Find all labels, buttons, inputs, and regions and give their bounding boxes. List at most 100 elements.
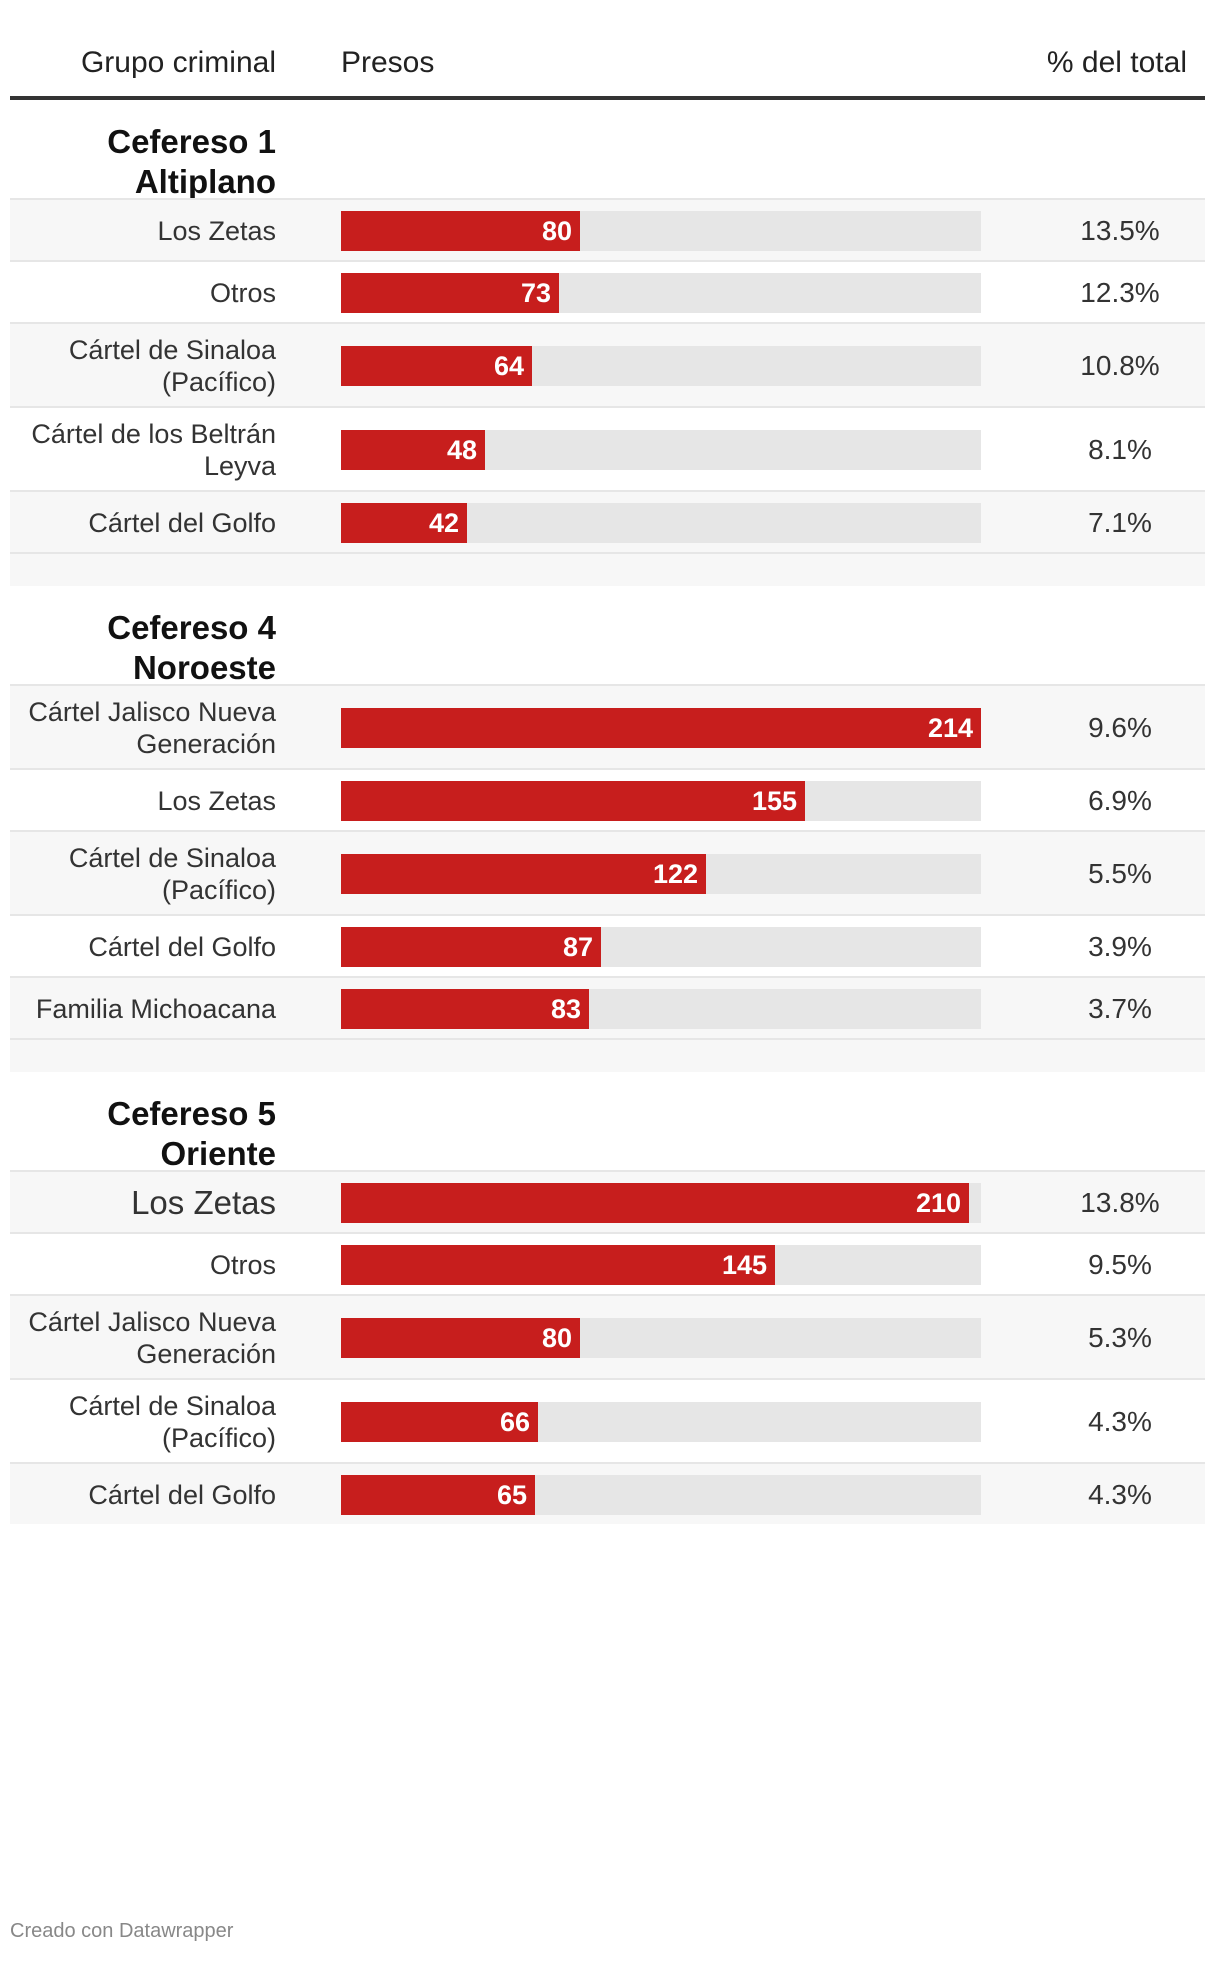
text-line: Generación [136, 729, 276, 759]
bar-value-label: 214 [927, 713, 973, 743]
table-row: Los Zetas 80 13.5% [10, 198, 1205, 260]
text-line: Cártel Jalisco Nueva [28, 697, 276, 727]
bar: 87 [341, 927, 601, 967]
text-line: Otros [209, 278, 276, 308]
text-line: Oriente [160, 1135, 276, 1172]
bar: 64 [341, 346, 532, 386]
table-row: Cártel del Golfo 87 3.9% [10, 914, 1205, 976]
group-label: Cártel del Golfo [6, 931, 276, 963]
bar-track: 42 [341, 503, 981, 543]
column-header-group[interactable]: Grupo criminal [80, 46, 276, 79]
section-title: Cefereso 1 Altiplano [0, 122, 276, 202]
group-label: Familia Michoacana [6, 993, 276, 1025]
text-line: Leyva [203, 451, 276, 481]
text-line: Cártel del Golfo [88, 508, 276, 538]
bar: 66 [341, 1402, 538, 1442]
text-line: Cártel de Sinaloa [68, 1391, 276, 1421]
table-row: Otros 73 12.3% [10, 260, 1205, 322]
bar-track: 155 [341, 781, 981, 821]
percent-value: 9.6% [1088, 712, 1152, 743]
percent-value: 9.5% [1088, 1249, 1152, 1280]
bar-value-label: 155 [751, 786, 797, 816]
section-header: Cefereso 5 Oriente [10, 1072, 1205, 1172]
table-row: Los Zetas 155 6.9% [10, 768, 1205, 830]
percent-value: 5.3% [1088, 1322, 1152, 1353]
table-row: Cártel de Sinaloa (Pacífico) 64 10.8% [10, 322, 1205, 406]
percent-value: 6.9% [1088, 785, 1152, 816]
text-line: Cefereso 1 [107, 123, 276, 160]
percent-value: 7.1% [1088, 507, 1152, 538]
bar-track: 122 [341, 854, 981, 894]
bar: 48 [341, 430, 485, 470]
group-label: Los Zetas [6, 785, 276, 817]
section-spacer [10, 1038, 1205, 1072]
bar-track: 83 [341, 989, 981, 1029]
group-label: Los Zetas [6, 1183, 276, 1223]
bar-value-label: 66 [499, 1407, 530, 1437]
bar: 83 [341, 989, 589, 1029]
column-header-count[interactable]: Presos [341, 46, 435, 79]
group-label: Otros [6, 277, 276, 309]
text-line: Otros [209, 1250, 276, 1280]
percent-value: 13.8% [1080, 1187, 1160, 1218]
bar-value-label: 65 [496, 1480, 527, 1510]
bar-track: 66 [341, 1402, 981, 1442]
text-line: Familia Michoacana [35, 994, 276, 1024]
group-label: Cártel de Sinaloa (Pacífico) [6, 334, 276, 398]
text-line: (Pacífico) [161, 875, 276, 905]
text-line: (Pacífico) [161, 367, 276, 397]
table-row: Otros 145 9.5% [10, 1232, 1205, 1294]
text-line: Cártel de Sinaloa [68, 335, 276, 365]
bar-track: 214 [341, 708, 981, 748]
bar: 73 [341, 273, 559, 313]
text-line: Los Zetas [157, 216, 276, 246]
percent-value: 5.5% [1088, 858, 1152, 889]
bar-track: 210 [341, 1183, 981, 1223]
bar: 122 [341, 854, 706, 894]
bar: 80 [341, 1318, 580, 1358]
text-line: Cártel del Golfo [88, 1480, 276, 1510]
percent-value: 4.3% [1088, 1406, 1152, 1437]
bar-value-label: 80 [541, 216, 572, 246]
bar-track: 87 [341, 927, 981, 967]
group-label: Otros [6, 1249, 276, 1281]
section-title: Cefereso 5 Oriente [0, 1094, 276, 1174]
group-label: Los Zetas [6, 215, 276, 247]
table-row: Cártel de Sinaloa (Pacífico) 66 4.3% [10, 1378, 1205, 1462]
text-line: Cefereso 4 [107, 609, 276, 646]
bar: 210 [341, 1183, 969, 1223]
group-label: Cártel de los Beltrán Leyva [6, 418, 276, 482]
percent-value: 3.9% [1088, 931, 1152, 962]
table-row: Familia Michoacana 83 3.7% [10, 976, 1205, 1038]
bar: 80 [341, 211, 580, 251]
percent-value: 12.3% [1080, 277, 1160, 308]
text-line: Los Zetas [157, 786, 276, 816]
bar-value-label: 122 [652, 859, 698, 889]
section-header: Cefereso 1 Altiplano [10, 100, 1205, 200]
table-row: Cártel del Golfo 65 4.3% [10, 1462, 1205, 1524]
bar-track: 145 [341, 1245, 981, 1285]
section-spacer [10, 552, 1205, 586]
text-line: Cártel de los Beltrán [31, 419, 276, 449]
section-title: Cefereso 4 Noroeste [0, 608, 276, 688]
bar: 65 [341, 1475, 535, 1515]
table-row: Los Zetas 210 13.8% [10, 1170, 1205, 1232]
group-label: Cártel de Sinaloa (Pacífico) [6, 1390, 276, 1454]
text-line: Generación [136, 1339, 276, 1369]
text-line: Cártel del Golfo [88, 932, 276, 962]
column-header-percent[interactable]: % del total [1046, 46, 1187, 79]
table-row: Cártel de los Beltrán Leyva 48 8.1% [10, 406, 1205, 490]
percent-value: 4.3% [1088, 1479, 1152, 1510]
table-row: Cártel de Sinaloa (Pacífico) 122 5.5% [10, 830, 1205, 914]
table-row: Cártel Jalisco Nueva Generación 214 9.6% [10, 684, 1205, 768]
group-label: Cártel del Golfo [6, 507, 276, 539]
percent-value: 13.5% [1080, 215, 1160, 246]
footer-credit: Creado con Datawrapper [10, 1920, 234, 1942]
bar-track: 48 [341, 430, 981, 470]
bar-value-label: 80 [541, 1323, 572, 1353]
text-line: Cefereso 5 [107, 1095, 276, 1132]
group-label: Cártel Jalisco Nueva Generación [6, 696, 276, 760]
bar-value-label: 64 [493, 351, 524, 381]
table-row: Cártel del Golfo 42 7.1% [10, 490, 1205, 552]
text-line: Altiplano [134, 163, 276, 200]
